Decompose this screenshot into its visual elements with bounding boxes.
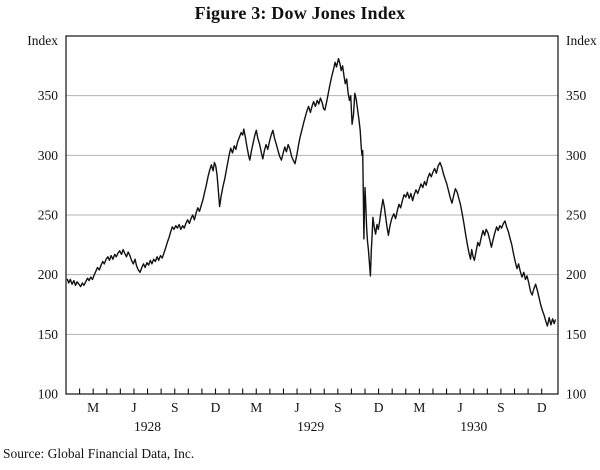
- plot-frame: [65, 35, 559, 395]
- year-label: 1930: [460, 419, 487, 434]
- figure-title: Figure 3: Dow Jones Index: [194, 3, 406, 23]
- year-label: 1928: [134, 419, 161, 434]
- y-tick-label-left: 100: [38, 387, 59, 402]
- month-label: D: [537, 400, 547, 415]
- month-label: J: [131, 400, 136, 415]
- y-tick-label-left: 300: [38, 148, 59, 163]
- month-label: M: [250, 400, 262, 415]
- y-tick-label-right: 300: [566, 148, 587, 163]
- month-label: M: [413, 400, 425, 415]
- month-label: J: [458, 400, 463, 415]
- axis-title-index-right: Index: [566, 33, 597, 48]
- year-label: 1929: [297, 419, 324, 434]
- y-tick-label-right: 350: [566, 88, 587, 103]
- y-tick-label-left: 150: [38, 327, 59, 342]
- month-label: D: [211, 400, 221, 415]
- y-tick-label-right: 150: [566, 327, 587, 342]
- month-label: S: [334, 400, 342, 415]
- month-label: S: [171, 400, 179, 415]
- y-tick-label-left: 250: [38, 208, 59, 223]
- axis-title-index-left: Index: [27, 33, 58, 48]
- price-line: [66, 58, 556, 327]
- month-label: J: [294, 400, 299, 415]
- y-tick-label-left: 350: [38, 88, 59, 103]
- month-label: S: [497, 400, 505, 415]
- month-label: D: [374, 400, 384, 415]
- y-tick-label-right: 250: [566, 208, 587, 223]
- month-label: M: [87, 400, 99, 415]
- y-tick-label-right: 200: [566, 267, 587, 282]
- source-note: Source: Global Financial Data, Inc.: [3, 446, 195, 461]
- y-tick-label-left: 200: [38, 267, 59, 282]
- y-tick-label-right: 100: [566, 387, 587, 402]
